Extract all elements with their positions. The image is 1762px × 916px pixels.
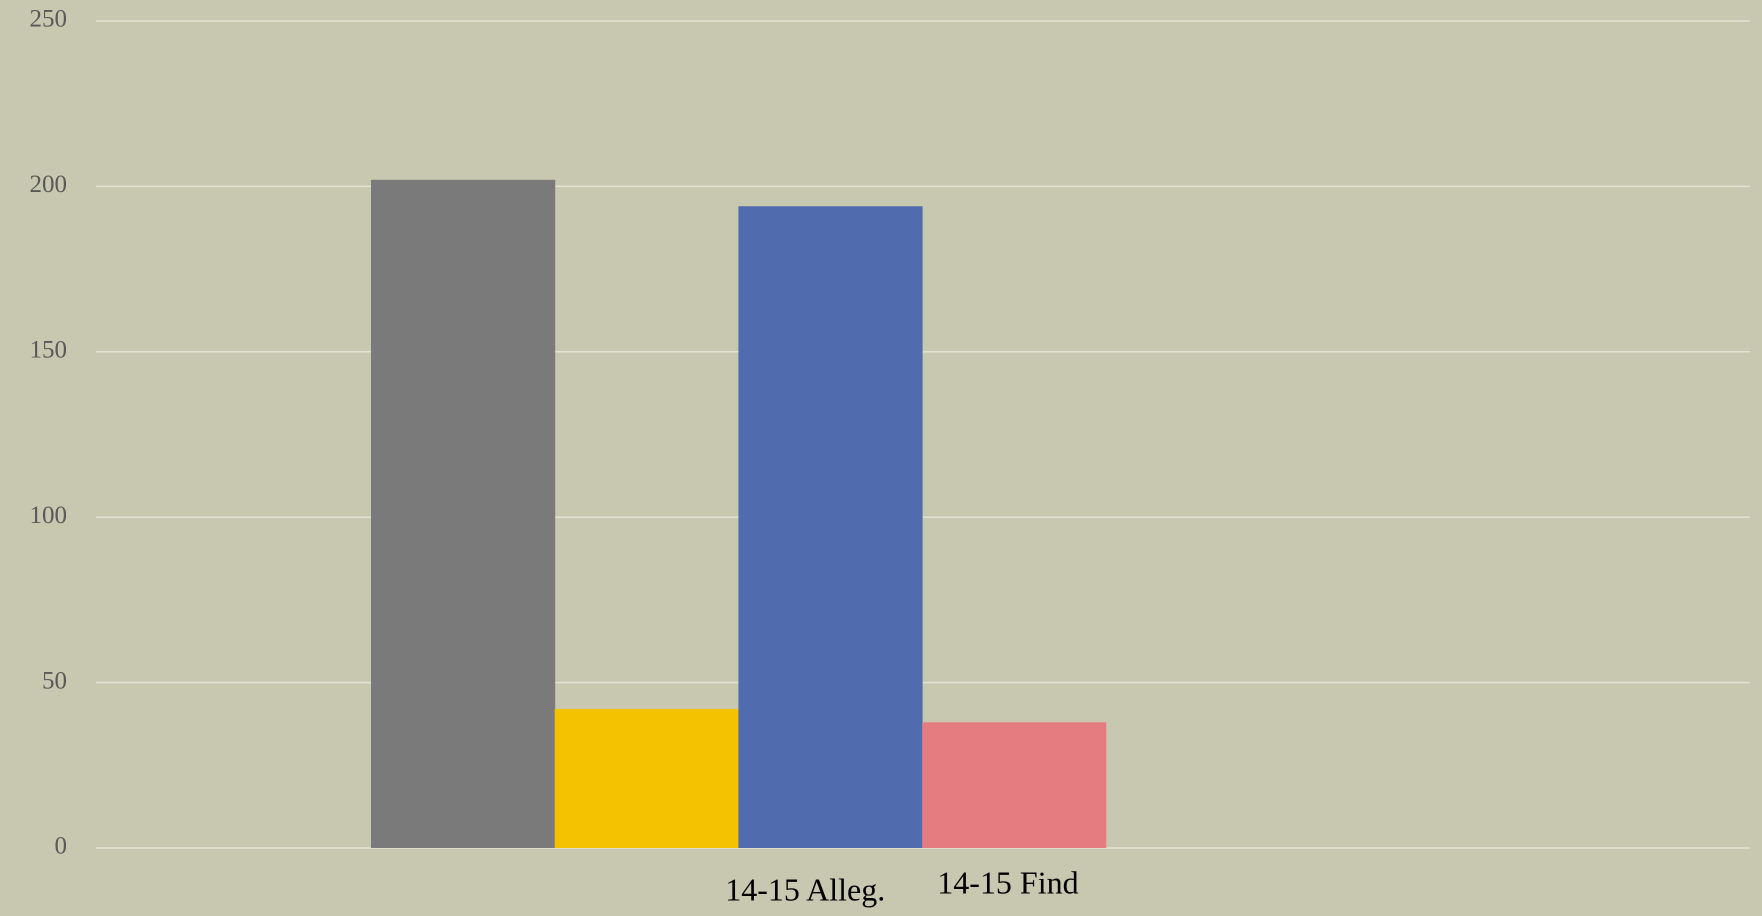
y-tick-label: 200 — [30, 171, 68, 198]
bar — [371, 179, 556, 848]
y-tick-label: 0 — [55, 833, 68, 860]
bar — [554, 709, 739, 848]
y-tick-label: 100 — [30, 502, 68, 529]
x-tick-label: 14-15 Find — [937, 864, 1078, 900]
y-tick-label: 250 — [30, 6, 68, 33]
y-tick-label: 150 — [30, 337, 68, 364]
y-tick-label: 50 — [42, 667, 67, 694]
x-tick-label: 14-15 Alleg. — [725, 871, 885, 907]
bar — [738, 206, 923, 849]
bar — [922, 722, 1107, 848]
